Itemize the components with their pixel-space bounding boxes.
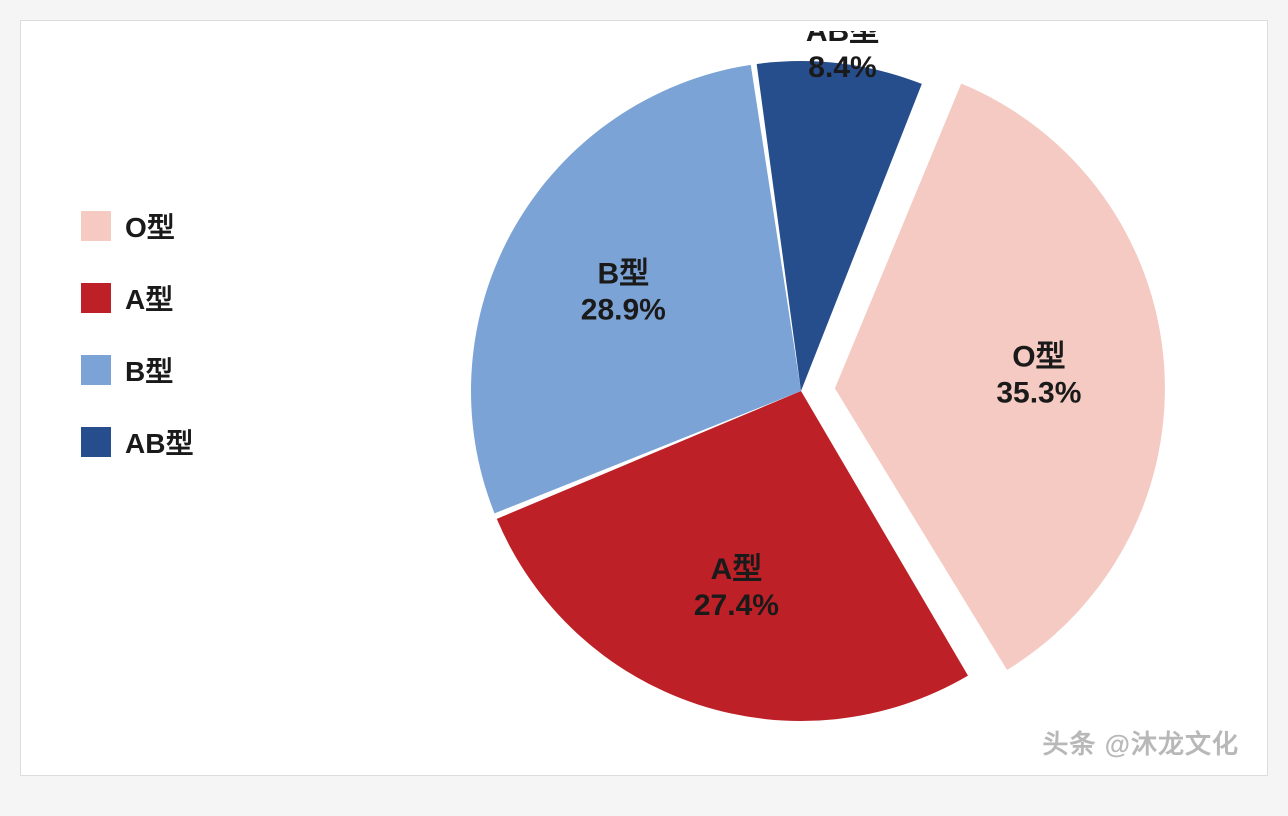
legend-swatch [81, 211, 111, 241]
chart-card: O型A型B型AB型 O型35.3%A型27.4%B型28.9%AB型8.4% 头… [20, 20, 1268, 776]
legend-swatch [81, 283, 111, 313]
slice-name: B型 [598, 258, 650, 291]
slice-value: 27.4% [694, 589, 779, 622]
slice-name: A型 [711, 553, 763, 586]
watermark-text: 头条 @沐龙文化 [1042, 724, 1239, 761]
legend: O型 A型 B型 AB型 [81, 206, 193, 494]
legend-label: A型 [125, 278, 173, 318]
legend-label: O型 [125, 206, 175, 246]
slice-label: AB型 8.4% [806, 31, 879, 84]
legend-item: O型 [81, 206, 193, 246]
legend-label: AB型 [125, 422, 193, 462]
legend-item: A型 [81, 278, 193, 318]
legend-item: AB型 [81, 422, 193, 462]
slice-value: 8.4% [808, 51, 876, 84]
legend-swatch [81, 355, 111, 385]
legend-item: B型 [81, 350, 193, 390]
legend-swatch [81, 427, 111, 457]
pie-chart: O型35.3% A型27.4% B型28.9% AB型 8.4% [351, 31, 1251, 751]
slice-name: O型 [1012, 340, 1065, 373]
legend-label: B型 [125, 350, 173, 390]
slice-value: 35.3% [996, 376, 1081, 409]
slice-value: 28.9% [581, 294, 666, 327]
slice-name: AB型 [806, 31, 879, 48]
